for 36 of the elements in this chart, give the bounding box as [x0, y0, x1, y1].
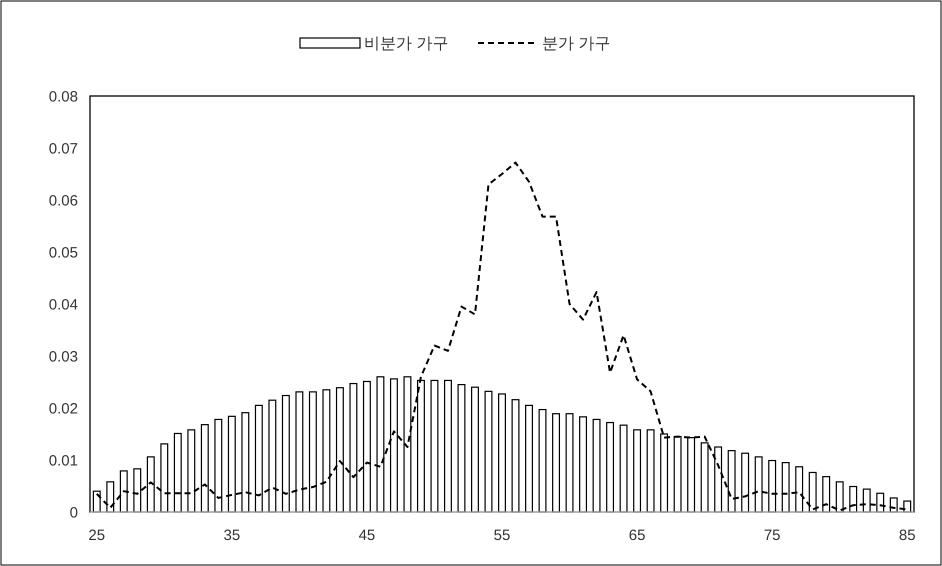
x-tick-label: 35 — [223, 527, 240, 544]
bar — [430, 380, 438, 513]
y-tick-label: 0.07 — [48, 140, 78, 158]
bar — [646, 429, 655, 513]
bar — [512, 399, 520, 513]
bar — [592, 418, 601, 513]
x-tick-label: 25 — [88, 527, 106, 544]
y-tick-label: 0.06 — [48, 192, 78, 210]
x-tick-label: 85 — [898, 527, 916, 544]
y-tick-label: 0.01 — [48, 452, 78, 470]
y-tick-label: 0.05 — [48, 244, 78, 262]
y-tick-label: 0.03 — [48, 348, 78, 366]
bar — [444, 380, 452, 513]
y-tick-label: 0.02 — [48, 400, 78, 418]
y-tick-label: 0.04 — [48, 296, 78, 314]
bar — [484, 390, 492, 513]
bar — [552, 413, 560, 513]
legend-label: 비분가 가구 — [364, 36, 448, 53]
bar — [566, 413, 574, 513]
x-tick-label: 55 — [494, 527, 510, 544]
bar — [606, 422, 614, 513]
bar — [538, 408, 546, 513]
x-tick-label: 75 — [764, 527, 781, 544]
x-tick-label: 65 — [628, 527, 646, 544]
bar — [498, 393, 506, 513]
bar — [471, 386, 479, 513]
x-tick-label: 45 — [358, 527, 376, 544]
bar — [525, 404, 533, 513]
line-series — [96, 162, 908, 512]
legend-label: 분가 가구 — [542, 36, 610, 53]
bar — [620, 424, 628, 513]
bar — [579, 416, 588, 513]
y-tick-label: 0 — [70, 504, 78, 522]
bar — [633, 429, 642, 513]
y-tick-label: 0.08 — [48, 88, 78, 106]
bar — [458, 384, 466, 513]
